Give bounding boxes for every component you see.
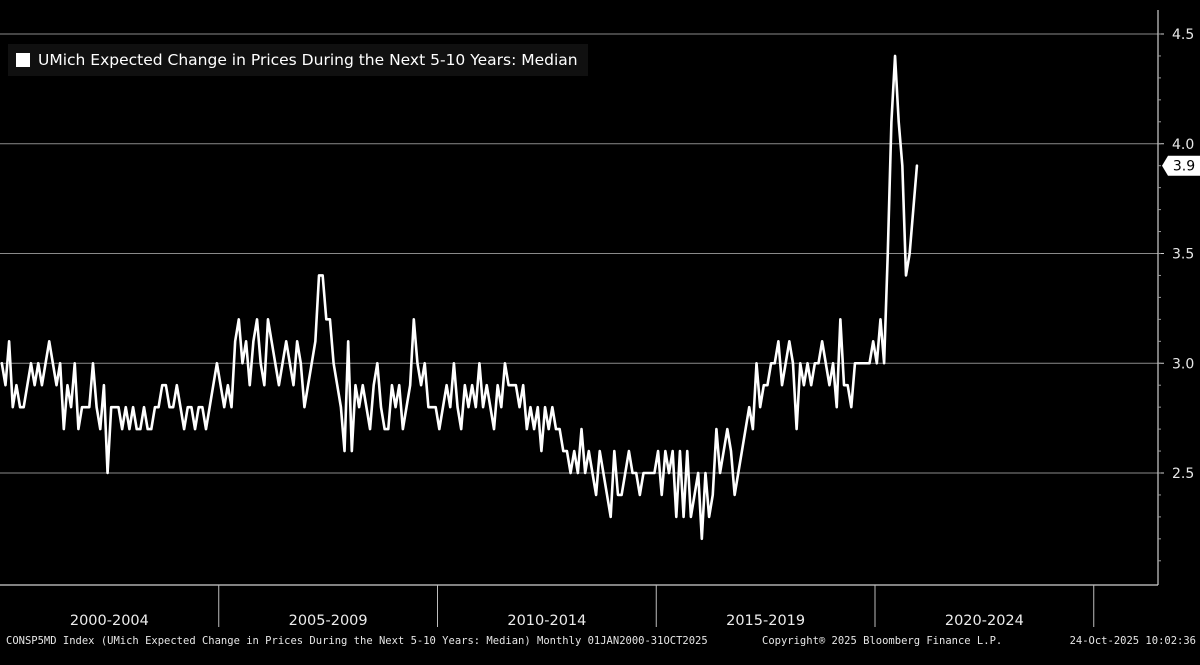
axis-layer: [0, 10, 1164, 627]
x-period-label: 2020-2024: [945, 613, 1024, 629]
series-line: [0, 54, 919, 541]
last-value-label: 3.9: [1173, 159, 1195, 175]
last-value-badge: [1162, 155, 1200, 176]
x-period-label: 2010-2014: [507, 613, 586, 629]
y-tick-label: 3.0: [1172, 356, 1194, 372]
legend-swatch: [16, 53, 30, 67]
series-layer: [0, 54, 919, 541]
footer-copyright: Copyright® 2025 Bloomberg Finance L.P.: [762, 635, 1003, 647]
chart-legend: UMich Expected Change in Prices During t…: [8, 44, 588, 76]
legend-label: UMich Expected Change in Prices During t…: [38, 51, 578, 69]
footer-timestamp: 24-Oct-2025 10:02:36: [1069, 635, 1196, 647]
x-period-label: 2015-2019: [726, 613, 805, 629]
y-tick-label: 4.0: [1172, 137, 1194, 153]
y-tick-label: 3.5: [1172, 247, 1194, 263]
grid-layer: [0, 33, 1158, 474]
footer-source: CONSP5MD Index (UMich Expected Change in…: [6, 635, 708, 647]
x-period-label: 2005-2009: [289, 613, 368, 629]
last-value-tag: 3.9: [1162, 155, 1200, 176]
y-tick-label: 2.5: [1172, 466, 1194, 482]
y-tick-label: 4.5: [1172, 27, 1194, 43]
x-period-label: 2000-2004: [70, 613, 149, 629]
label-layer: 2.5 3.0 3.5 4.0 4.5 2000-2004 2005-2009 2010-20…: [70, 27, 1200, 629]
